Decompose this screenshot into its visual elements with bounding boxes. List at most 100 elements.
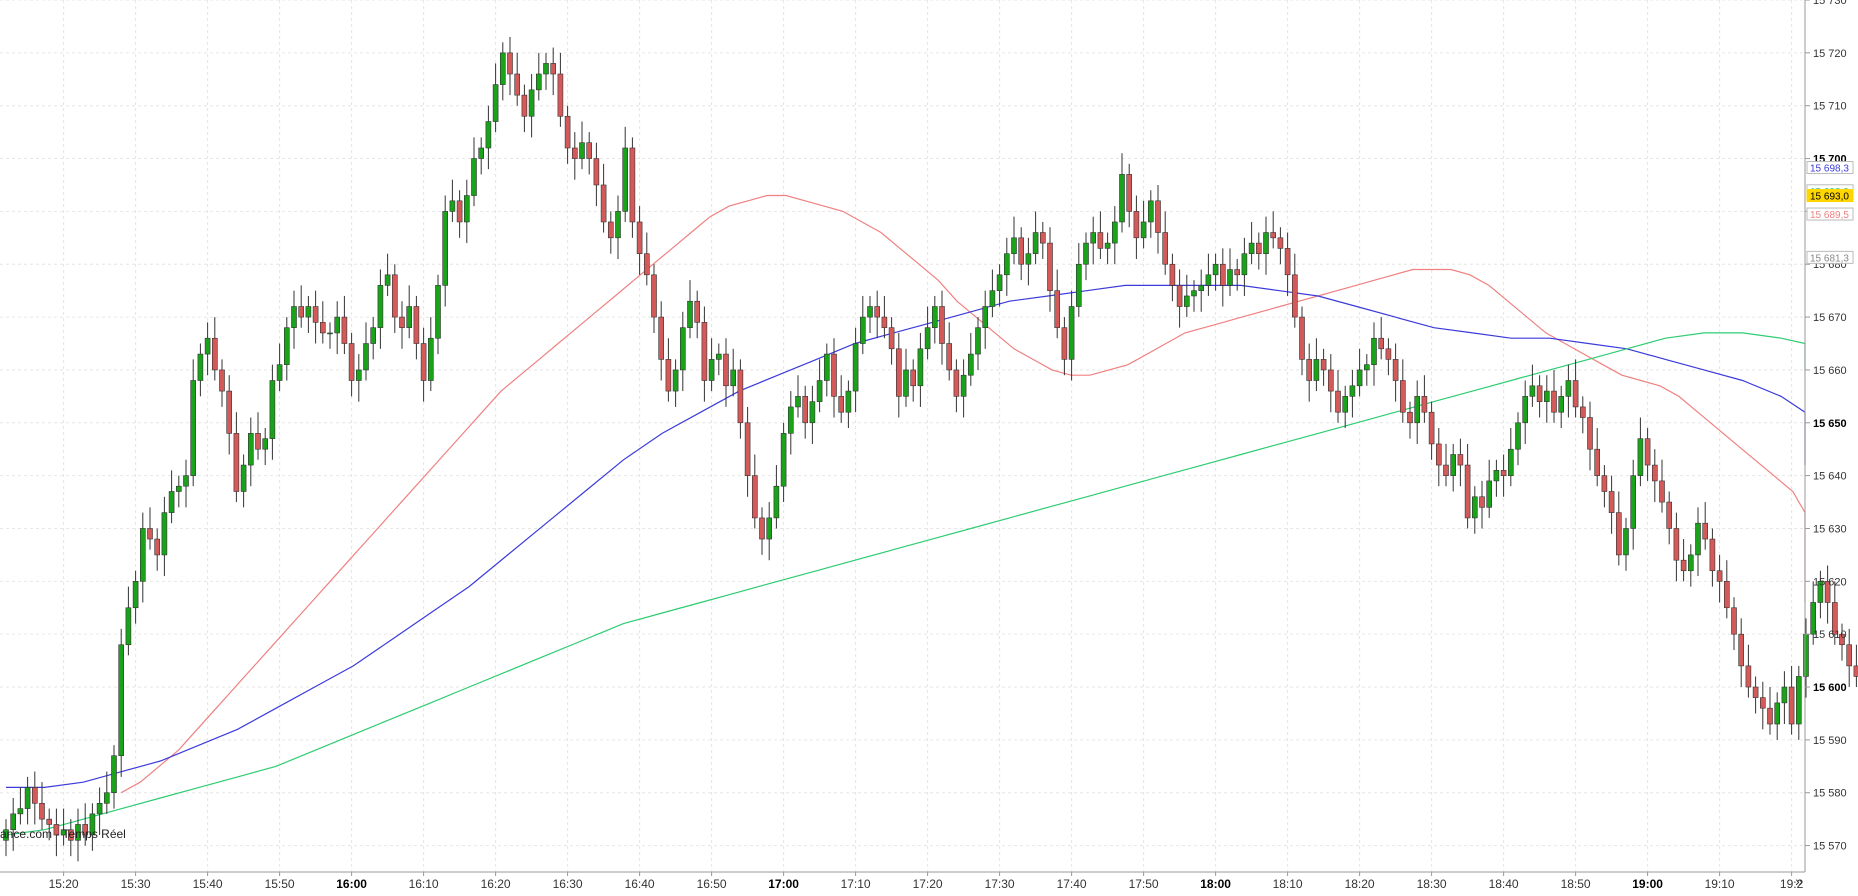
candle-down <box>738 370 743 423</box>
y-tick-label: 15 670 <box>1813 312 1847 324</box>
x-tick-label: 17:00 <box>768 877 799 891</box>
candle-up <box>292 307 297 328</box>
candle-down <box>400 317 405 328</box>
candle-up <box>1796 676 1801 724</box>
candle-up <box>1775 703 1780 724</box>
candle-down <box>421 344 426 381</box>
candle-down <box>1321 359 1326 370</box>
candle-up <box>529 90 534 116</box>
candle-down <box>1040 233 1045 244</box>
candle-up <box>270 381 275 439</box>
candle-down <box>1847 645 1852 666</box>
candle-down <box>565 116 570 148</box>
candle-up <box>1357 370 1362 386</box>
candle-up <box>500 53 505 85</box>
candle-up <box>1508 449 1513 475</box>
candle-down <box>1292 275 1297 317</box>
candle-up <box>1782 687 1787 703</box>
candle-up <box>378 285 383 327</box>
y-tick-label: 15 660 <box>1813 365 1847 377</box>
candle-down <box>1177 285 1182 306</box>
candle-down <box>587 143 592 159</box>
candle-down <box>1098 233 1103 249</box>
candle-down <box>1278 238 1283 249</box>
x-tick-label: 15:30 <box>121 877 151 891</box>
candle-up <box>1228 270 1233 286</box>
candle-up <box>364 344 369 370</box>
candle-down <box>1156 201 1161 233</box>
candle-up <box>1566 381 1571 397</box>
candle-up <box>918 349 923 386</box>
candle-down <box>1400 381 1405 413</box>
candle-down <box>630 148 635 222</box>
x-tick-label: 17:50 <box>1129 877 1159 891</box>
candle-up <box>104 793 109 804</box>
candle-down <box>1588 418 1593 450</box>
x-tick-label: 16:50 <box>697 877 727 891</box>
candle-down <box>1444 465 1449 476</box>
candle-down <box>1552 391 1557 412</box>
candle-up <box>205 338 210 354</box>
candle-up <box>479 148 484 159</box>
candle-down <box>1336 391 1341 412</box>
x-tick-label: 17:10 <box>841 877 871 891</box>
candle-down <box>911 370 916 386</box>
candle-up <box>1631 476 1636 529</box>
candle-down <box>40 803 45 819</box>
candle-up <box>284 328 289 365</box>
candle-down <box>220 370 225 391</box>
candle-up <box>385 275 390 286</box>
candle-up <box>932 307 937 328</box>
candle-up <box>1148 201 1153 222</box>
x-tick-label: 16:00 <box>336 877 367 891</box>
candle-up <box>731 370 736 386</box>
candle-up <box>1314 359 1319 380</box>
candle-down <box>637 222 642 254</box>
moving-averages <box>6 196 1805 836</box>
candle-up <box>997 275 1002 291</box>
candle-up <box>1530 386 1535 397</box>
y-tick-label: 15 590 <box>1813 735 1847 747</box>
candle-up <box>616 211 621 237</box>
candle-up <box>18 809 23 814</box>
candle-down <box>1048 243 1053 291</box>
candle-down <box>1465 465 1470 518</box>
candle-down <box>1768 708 1773 724</box>
candle-up <box>112 756 117 793</box>
candle-up <box>1624 528 1629 554</box>
candle-up <box>853 344 858 392</box>
y-tick-label: 15 620 <box>1813 576 1847 588</box>
candle-up <box>1012 238 1017 254</box>
candle-down <box>457 201 462 222</box>
source-label: ance.com - Temps Réel <box>0 827 126 841</box>
y-tick-label: 15 710 <box>1813 101 1847 113</box>
candle-down <box>940 307 945 344</box>
candle-up <box>810 402 815 423</box>
candle-down <box>1408 412 1413 423</box>
x-tick-label: 18:10 <box>1273 877 1303 891</box>
candle-up <box>1141 222 1146 238</box>
candle-down <box>1220 264 1225 285</box>
candle-down <box>1645 439 1650 465</box>
candle-down <box>659 317 664 359</box>
candle-up <box>472 159 477 196</box>
candle-down <box>666 359 671 391</box>
candle-up <box>1451 454 1456 475</box>
candle-up <box>774 486 779 518</box>
x-tick-label: 17:30 <box>985 877 1015 891</box>
candle-down <box>1163 233 1168 265</box>
y-tick-label: 15 720 <box>1813 48 1847 60</box>
candle-down <box>1328 370 1333 391</box>
candle-up <box>580 143 585 159</box>
candle-up <box>1804 634 1809 676</box>
candle-up <box>1213 264 1218 275</box>
candle-down <box>1422 396 1427 412</box>
candle-up <box>1523 396 1528 422</box>
price-tags: 15 698,315 693,915 693,015 689,515 681,3 <box>1807 162 1853 265</box>
candle-down <box>392 275 397 317</box>
scroll-right-button[interactable]: » <box>1790 873 1808 889</box>
candle-down <box>702 322 707 380</box>
candle-down <box>1285 248 1290 274</box>
